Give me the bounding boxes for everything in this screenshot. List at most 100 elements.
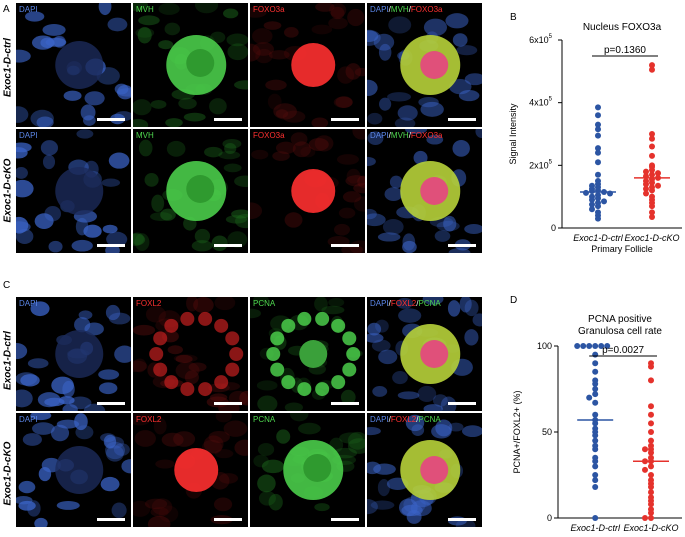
channel-label-part: FOXL2 — [136, 415, 162, 424]
data-point — [595, 104, 601, 111]
data-point — [643, 181, 649, 188]
data-point — [649, 143, 655, 150]
data-point — [648, 509, 654, 516]
data-point — [649, 152, 655, 159]
micrograph-image — [367, 129, 482, 253]
data-point — [598, 343, 605, 349]
channel-label: MVH — [136, 131, 154, 140]
channel-label-part: / — [388, 299, 391, 308]
data-point — [648, 363, 654, 370]
data-point — [595, 171, 601, 178]
channel-label: DAPI/FOXL2/PCNA — [370, 415, 441, 424]
channel-label-part: / — [408, 131, 411, 140]
data-point — [648, 484, 654, 491]
panel-label-b: B — [510, 12, 517, 23]
micrograph-tile: DAPI — [16, 129, 131, 253]
channel-label: PCNA — [253, 415, 275, 424]
panel-label-a: A — [3, 4, 10, 15]
y-axis-label: Signal Intensity — [508, 103, 518, 165]
channel-label-part: / — [388, 131, 391, 140]
data-point — [589, 188, 595, 195]
scale-bar — [214, 118, 242, 121]
data-point — [592, 437, 599, 444]
data-point — [595, 149, 601, 156]
data-point — [592, 472, 599, 478]
data-point — [592, 399, 599, 406]
data-point — [604, 343, 611, 349]
data-point — [648, 377, 654, 384]
data-point — [648, 449, 654, 456]
data-point — [592, 360, 599, 367]
micrograph-tile: FOXL2 — [133, 297, 248, 411]
data-point — [648, 489, 654, 496]
data-point — [595, 112, 601, 119]
data-point — [592, 477, 599, 484]
micrograph-tile: FOXO3a — [250, 129, 365, 253]
data-point — [649, 135, 655, 142]
scale-bar — [331, 518, 359, 521]
data-point — [648, 420, 654, 427]
channel-label-part: MVH — [390, 5, 409, 14]
scale-bar — [448, 518, 476, 521]
chart-title: Granulosa cell rate — [578, 326, 662, 337]
data-point — [649, 214, 655, 221]
data-point — [592, 343, 599, 349]
channel-label: FOXL2 — [136, 415, 161, 424]
micrograph-image — [250, 3, 365, 127]
data-point — [655, 182, 661, 189]
scale-bar — [448, 244, 476, 247]
scale-bar — [214, 402, 242, 405]
y-tick-label: 4x105 — [529, 97, 553, 108]
micrograph-image — [16, 301, 131, 411]
scale-bar — [331, 402, 359, 405]
micrograph-tile: DAPI — [16, 413, 131, 527]
channel-label-part: FOXO3a — [253, 5, 285, 14]
channel-label: DAPI/FOXL2/PCNA — [370, 299, 441, 308]
data-point — [649, 167, 655, 174]
y-tick-label: 0 — [551, 223, 556, 233]
channel-label: DAPI — [19, 299, 38, 308]
micrograph-tile: FOXL2 — [133, 413, 248, 527]
channel-label: DAPI — [19, 5, 38, 14]
channel-label-part: DAPI — [19, 131, 38, 140]
data-point — [592, 368, 599, 375]
channel-label-part: DAPI — [370, 299, 389, 308]
channel-label: DAPI — [19, 415, 38, 424]
channel-label-part: FOXL2 — [390, 415, 417, 424]
data-point — [595, 203, 601, 210]
scale-bar — [448, 402, 476, 405]
scale-bar — [97, 118, 125, 121]
micrograph-tile: PCNA — [250, 297, 365, 411]
channel-label-part: PCNA — [253, 415, 276, 424]
channel-label-part: FOXL2 — [136, 299, 162, 308]
data-point — [580, 343, 587, 349]
data-point — [592, 380, 599, 387]
data-point — [592, 351, 599, 358]
scale-bar — [331, 244, 359, 247]
channel-label: FOXO3a — [253, 5, 285, 14]
data-point — [592, 432, 599, 439]
channel-label-part: FOXO3a — [253, 131, 285, 140]
data-point — [649, 66, 655, 73]
channel-label: MVH — [136, 5, 154, 14]
data-point — [589, 206, 595, 213]
channel-label-part: FOXO3a — [410, 131, 443, 140]
data-point — [595, 145, 601, 152]
channel-label-part: PCNA — [418, 415, 441, 424]
data-point — [648, 437, 654, 444]
micrograph-image — [367, 414, 482, 527]
micrograph-tile: DAPI/MVH/FOXO3a — [367, 129, 482, 253]
channel-label: DAPI/MVH/FOXO3a — [370, 5, 443, 14]
x-category-label: Exoc1-D-cKO — [623, 523, 678, 533]
micrograph-image — [133, 3, 248, 127]
data-point — [642, 466, 648, 473]
channel-label: FOXL2 — [136, 299, 161, 308]
data-point — [592, 446, 599, 453]
y-axis-label: PCNA+/FOXL2+ (%) — [512, 390, 522, 473]
micrograph-tile: DAPI — [16, 3, 131, 127]
y-tick-label: 6x105 — [529, 34, 553, 45]
channel-label-part: MVH — [136, 131, 154, 140]
micrograph-image — [367, 13, 482, 127]
